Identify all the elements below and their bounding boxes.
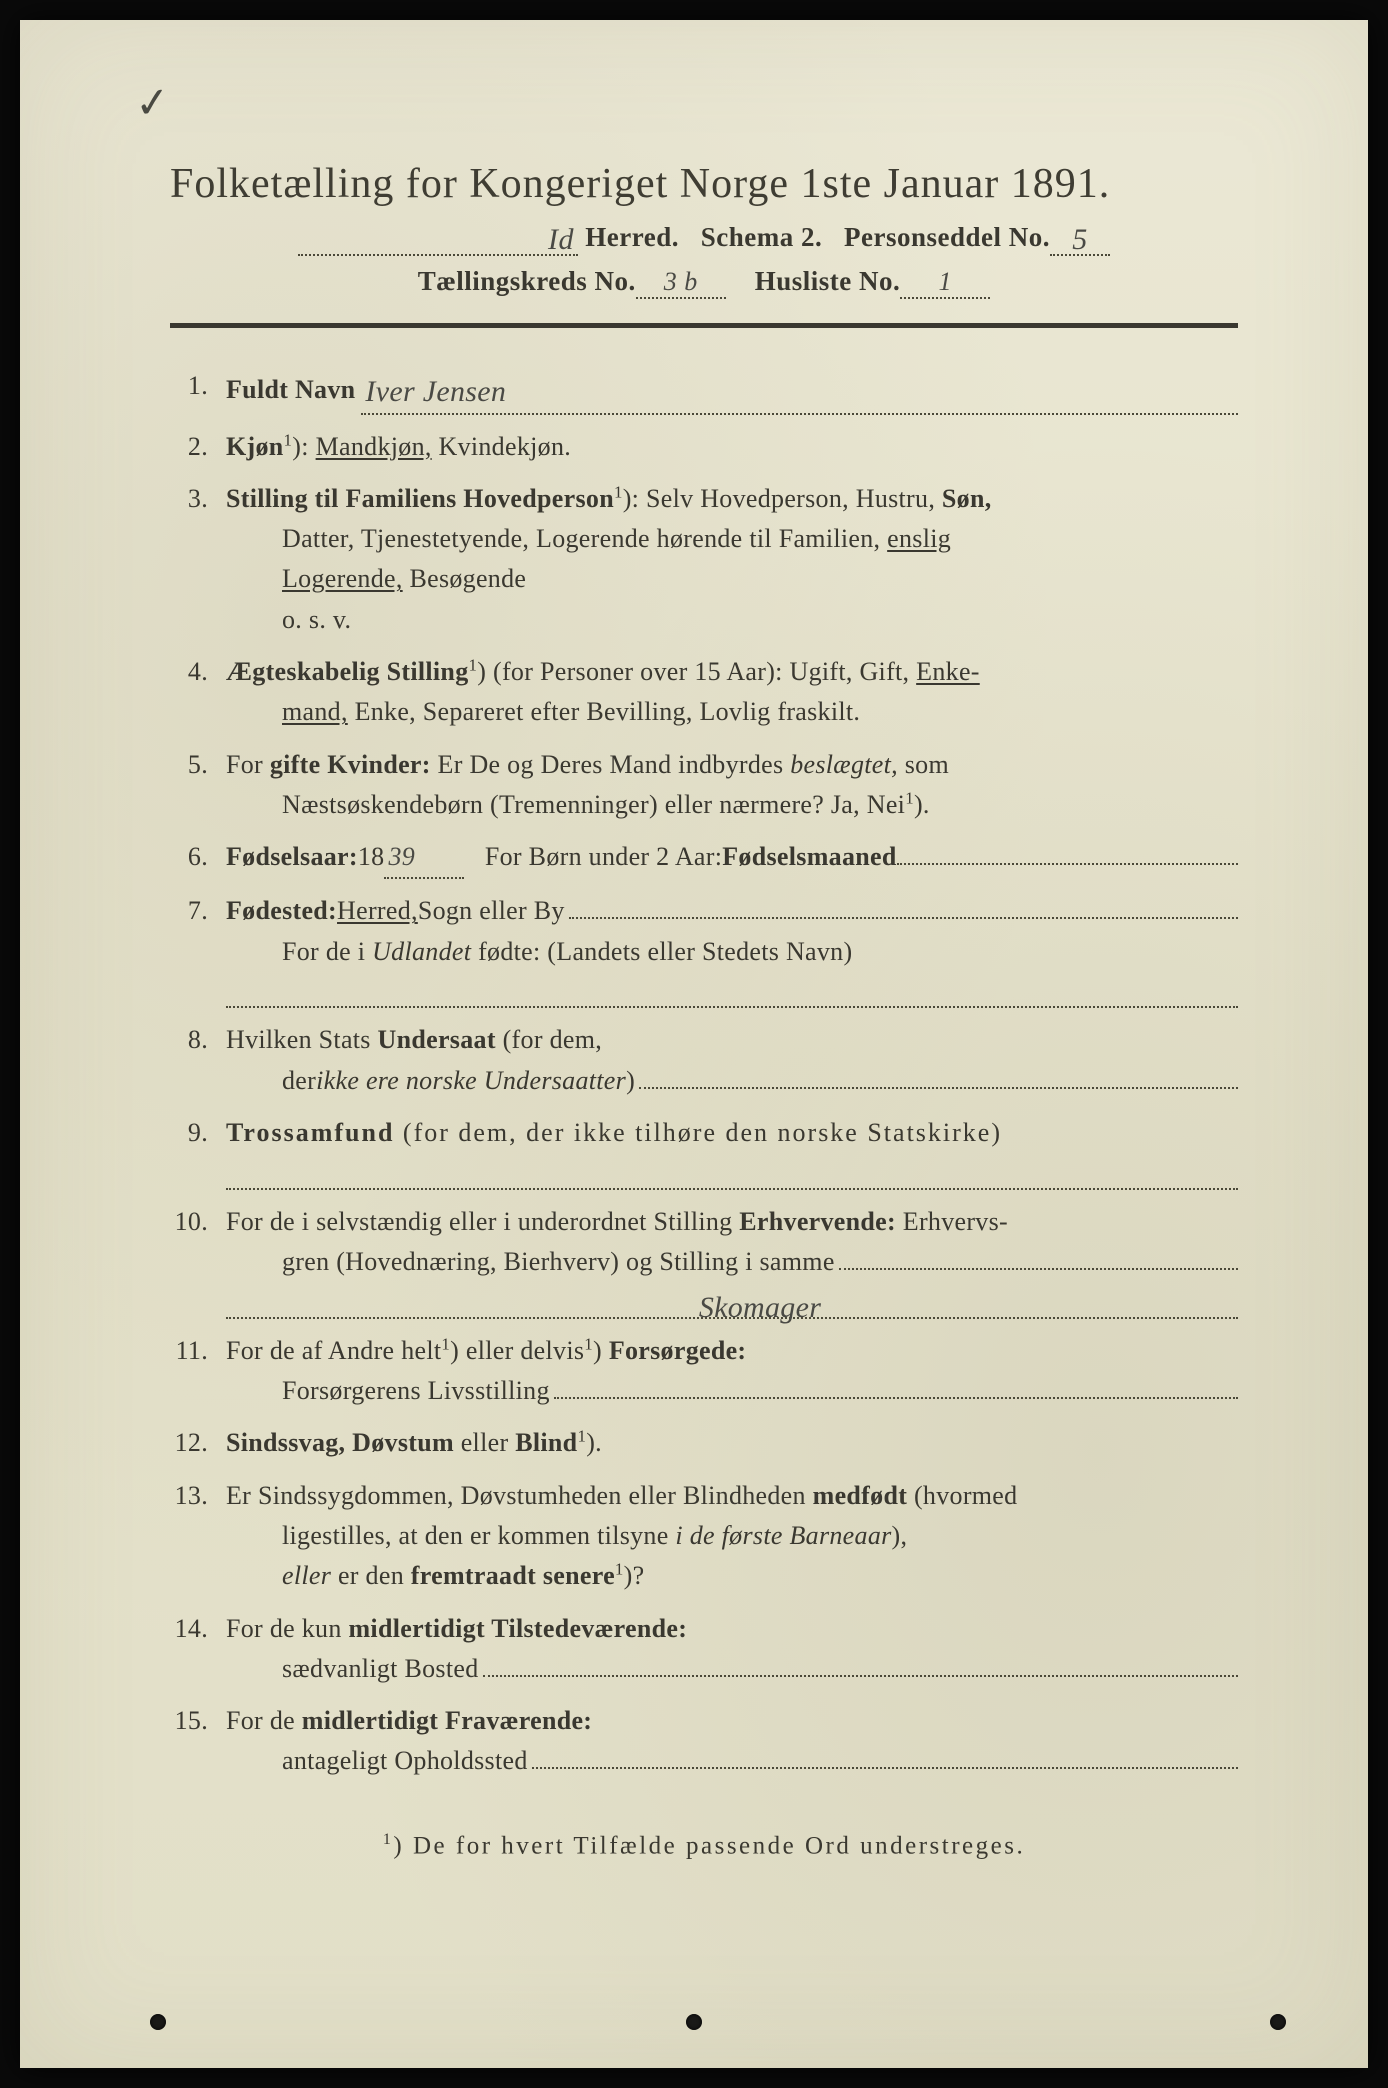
fuldt-navn-label: Fuldt Navn xyxy=(226,370,355,410)
item-13: 13. Er Sindssygdommen, Døvstumheden elle… xyxy=(170,1476,1238,1597)
item-11: 11. For de af Andre helt1) eller delvis1… xyxy=(170,1331,1238,1412)
item-1: 1. Fuldt Navn Iver Jensen xyxy=(170,366,1238,415)
punch-hole-icon xyxy=(150,2014,166,2030)
item-12: 12. Sindssvag, Døvstum eller Blind1). xyxy=(170,1423,1238,1463)
divider-rule xyxy=(170,323,1238,328)
item-4: 4. Ægteskabelig Stilling1) (for Personer… xyxy=(170,652,1238,733)
punch-hole-icon xyxy=(686,2014,702,2030)
item-9: 9. Trossamfund (for dem, der ikke tilhør… xyxy=(170,1113,1238,1190)
herred-value: Id xyxy=(548,223,574,256)
husliste-value: 1 xyxy=(939,267,953,296)
erhverv-value: Skomager xyxy=(699,1291,821,1324)
item-14: 14. For de kun midlertidigt Tilstedevære… xyxy=(170,1609,1238,1690)
census-form-paper: ✓ Folketælling for Kongeriget Norge 1ste… xyxy=(20,20,1368,2068)
item-10: 10. For de i selvstændig eller i underor… xyxy=(170,1202,1238,1319)
checkmark-annotation: ✓ xyxy=(133,77,172,130)
taellingskreds-value: 3 b xyxy=(664,267,698,296)
item-2: 2. Kjøn1): Mandkjøn, Kvindekjøn. xyxy=(170,427,1238,467)
header-line-1: Id Herred. Schema 2. Personseddel No. 5 xyxy=(170,220,1238,256)
fuldt-navn-value: Iver Jensen xyxy=(365,375,506,408)
personseddel-label: Personseddel No. xyxy=(844,222,1050,252)
schema-label: Schema 2. xyxy=(701,222,823,252)
husliste-label: Husliste No. xyxy=(755,266,901,296)
item-15: 15. For de midlertidigt Fraværende: anta… xyxy=(170,1701,1238,1782)
item-5: 5. For gifte Kvinder: Er De og Deres Man… xyxy=(170,745,1238,826)
form-title: Folketælling for Kongeriget Norge 1ste J… xyxy=(170,160,1238,208)
kjon-selected: Mandkjøn, xyxy=(316,432,432,461)
fodested-blank-line xyxy=(226,972,1238,1008)
item-3: 3. Stilling til Familiens Hovedperson1):… xyxy=(170,479,1238,640)
fodested-selected: Herred, xyxy=(337,891,418,931)
header-line-2: Tællingskreds No. 3 b Husliste No. 1 xyxy=(170,266,1238,299)
punch-hole-icon xyxy=(1270,2014,1286,2030)
item-7: 7. Fødested: Herred, Sogn eller By For d… xyxy=(170,891,1238,1008)
personseddel-value: 5 xyxy=(1072,223,1088,256)
trossamfund-blank-line xyxy=(226,1153,1238,1189)
fodselsaar-value: 39 xyxy=(388,842,415,871)
taellingskreds-label: Tællingskreds No. xyxy=(418,266,636,296)
footnote: 1) De for hvert Tilfælde passende Ord un… xyxy=(170,1830,1238,1860)
herred-label: Herred. xyxy=(585,222,679,252)
item-8: 8. Hvilken Stats Undersaat (for dem, der… xyxy=(170,1020,1238,1101)
item-6: 6. Fødselsaar: 1839 For Børn under 2 Aar… xyxy=(170,837,1238,879)
